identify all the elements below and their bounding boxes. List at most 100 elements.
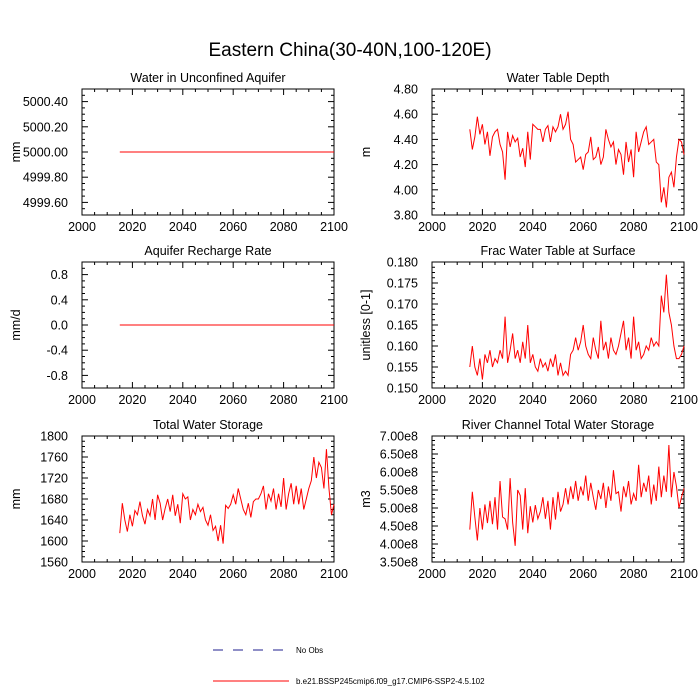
legend: No Obs b.e21.BSSP245cmip6.f09_g17.CMIP6-… xyxy=(213,646,485,686)
x-tick-label: 2060 xyxy=(569,567,597,581)
y-tick-label: 5000.00 xyxy=(23,146,68,160)
x-tick-label: 2080 xyxy=(270,220,298,234)
x-tick-label: 2100 xyxy=(320,567,348,581)
y-tick-label: 4.20 xyxy=(394,158,418,172)
y-axis-label: mm xyxy=(9,142,23,163)
x-tick-label: 2080 xyxy=(620,220,648,234)
x-tick-label: 2020 xyxy=(118,393,146,407)
x-tick-label: 2060 xyxy=(569,393,597,407)
y-tick-label: 0.8 xyxy=(51,268,68,282)
y-tick-label: 0.155 xyxy=(387,361,418,375)
y-tick-label: 4.00e8 xyxy=(380,538,418,552)
y-tick-label: 0.150 xyxy=(387,382,418,396)
x-tick-label: 2040 xyxy=(169,567,197,581)
y-tick-label: 4.40 xyxy=(394,133,418,147)
panel-1: Water in Unconfined Aquifer mm 2000 2020 204… xyxy=(9,71,348,234)
y-tick-label: 6.50e8 xyxy=(380,448,418,462)
y-tick-label: 1720 xyxy=(40,472,68,486)
x-tick-label: 2080 xyxy=(620,393,648,407)
y-tick-label: 5.00e8 xyxy=(380,502,418,516)
y-tick-label: 0.160 xyxy=(387,340,418,354)
y-axis-label: mm xyxy=(9,489,23,510)
panel-title: Water Table Depth xyxy=(507,71,610,85)
y-tick-label: 4.50e8 xyxy=(380,520,418,534)
x-tick-label: 2040 xyxy=(519,220,547,234)
y-tick-label: 0.170 xyxy=(387,298,418,312)
panel-5: Total Water Storage mm 2000 2020 2040 2060 208… xyxy=(9,418,348,581)
y-tick-label: 0.180 xyxy=(387,256,418,270)
y-tick-label: 0.175 xyxy=(387,277,418,291)
plot-frame xyxy=(81,435,335,563)
x-tick-label: 2100 xyxy=(670,393,698,407)
plot-frame xyxy=(431,435,685,563)
x-tick-label: 2100 xyxy=(670,220,698,234)
y-axis-label: m3 xyxy=(359,490,373,507)
y-tick-label: -0.8 xyxy=(46,369,68,383)
x-tick-label: 2020 xyxy=(468,220,496,234)
x-tick-label: 2060 xyxy=(569,220,597,234)
x-tick-label: 2040 xyxy=(519,393,547,407)
x-tick-label: 2000 xyxy=(68,220,96,234)
x-tick-label: 2060 xyxy=(219,220,247,234)
x-tick-label: 2060 xyxy=(219,567,247,581)
panel-3: Aquifer Recharge Rate mm/d 2000 2020 2040 206… xyxy=(9,244,348,407)
panel-title: Aquifer Recharge Rate xyxy=(144,244,271,258)
y-tick-label: 6.00e8 xyxy=(380,466,418,480)
figure-title: Eastern China(30-40N,100-120E) xyxy=(208,40,491,61)
x-tick-label: 2080 xyxy=(620,567,648,581)
y-tick-label: 4999.60 xyxy=(23,196,68,210)
y-tick-label: 4.80 xyxy=(394,83,418,97)
y-tick-label: 0.165 xyxy=(387,319,418,333)
y-tick-label: 3.80 xyxy=(394,209,418,223)
x-tick-label: 2100 xyxy=(320,220,348,234)
legend-label-no-obs: No Obs xyxy=(296,646,323,655)
y-tick-label: 4.60 xyxy=(394,108,418,122)
legend-entry-no-obs: No Obs xyxy=(213,646,323,655)
x-tick-label: 2100 xyxy=(670,567,698,581)
y-tick-label: 1800 xyxy=(40,430,68,444)
y-tick-label: 1600 xyxy=(40,535,68,549)
x-tick-label: 2000 xyxy=(418,220,446,234)
panel-2: Water Table Depth m 2000 2020 2040 2060 2080 21… xyxy=(359,71,698,234)
x-tick-label: 2000 xyxy=(68,567,96,581)
y-tick-label: 1760 xyxy=(40,451,68,465)
panel-title: Total Water Storage xyxy=(153,418,263,432)
x-tick-label: 2020 xyxy=(468,567,496,581)
x-tick-label: 2040 xyxy=(519,567,547,581)
y-tick-label: 1640 xyxy=(40,514,68,528)
panel-title: Water in Unconfined Aquifer xyxy=(130,71,285,85)
x-tick-label: 2020 xyxy=(468,393,496,407)
x-tick-label: 2080 xyxy=(270,393,298,407)
panel-title: Frac Water Table at Surface xyxy=(481,244,636,258)
legend-label-model-run: b.e21.BSSP245cmip6.f09_g17.CMIP6-SSP2-4.… xyxy=(296,677,485,686)
legend-entry-model-run: b.e21.BSSP245cmip6.f09_g17.CMIP6-SSP2-4.… xyxy=(213,677,485,686)
x-tick-label: 2100 xyxy=(320,393,348,407)
panel-6: River Channel Total Water Storage m3 2000 2… xyxy=(359,418,698,581)
y-tick-label: 3.50e8 xyxy=(380,556,418,570)
y-tick-label: 5000.20 xyxy=(23,120,68,134)
y-tick-label: 5.50e8 xyxy=(380,484,418,498)
x-tick-label: 2040 xyxy=(169,393,197,407)
x-tick-label: 2060 xyxy=(219,393,247,407)
x-tick-label: 2020 xyxy=(118,220,146,234)
y-tick-label: 0.0 xyxy=(51,319,68,333)
x-tick-label: 2020 xyxy=(118,567,146,581)
y-axis-label: m xyxy=(359,147,373,157)
plot-frame xyxy=(431,88,685,216)
y-tick-label: 4999.80 xyxy=(23,171,68,185)
y-tick-label: 0.4 xyxy=(51,293,68,307)
x-tick-label: 2080 xyxy=(270,567,298,581)
x-tick-label: 2040 xyxy=(169,220,197,234)
y-tick-label: 1680 xyxy=(40,493,68,507)
series-line xyxy=(469,274,685,380)
x-tick-label: 2000 xyxy=(418,567,446,581)
y-tick-label: 1560 xyxy=(40,556,68,570)
panel-4: Frac Water Table at Surface unitless [0-1… xyxy=(359,244,698,407)
x-tick-label: 2000 xyxy=(418,393,446,407)
y-axis-label: mm/d xyxy=(9,309,23,340)
series-line xyxy=(469,444,685,546)
series-line xyxy=(119,449,335,544)
plot-frame xyxy=(431,261,685,389)
panel-title: River Channel Total Water Storage xyxy=(462,418,655,432)
